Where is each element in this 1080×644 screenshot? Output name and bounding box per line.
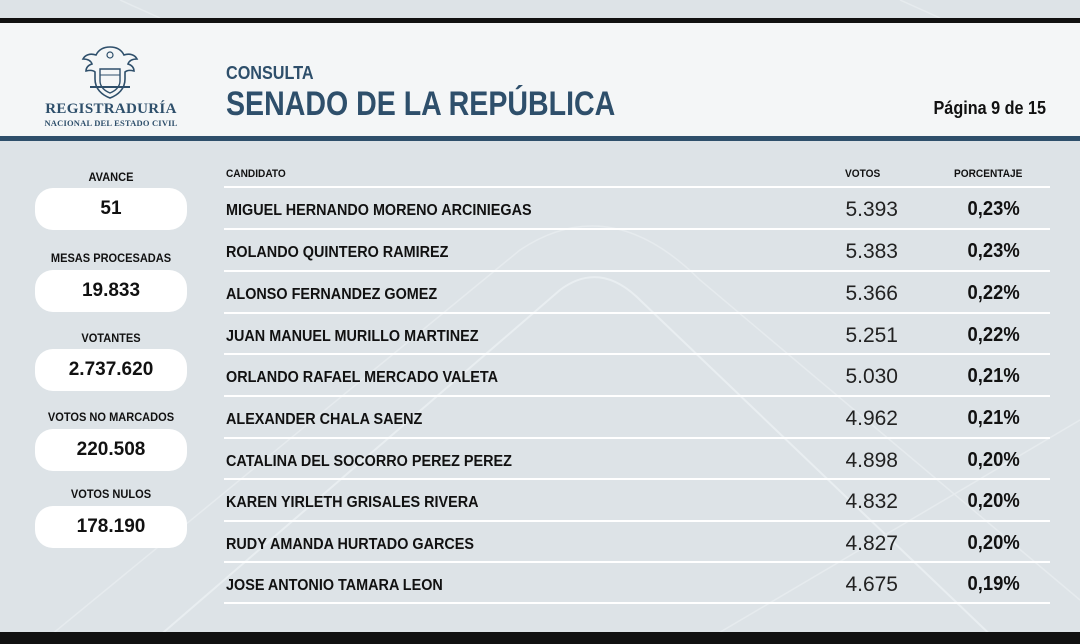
registraduria-logo: REGISTRADURÍA NACIONAL DEL ESTADO CIVIL — [40, 43, 190, 128]
header-divider — [0, 136, 1080, 141]
table-row: CATALINA DEL SOCORRO PEREZ PEREZ 4.898 0… — [224, 437, 1050, 478]
coat-of-arms-icon — [81, 46, 139, 99]
candidate-votes: 4.675 — [845, 573, 898, 596]
stat-label-no-marcados: VOTOS NO MARCADOS — [47, 410, 175, 424]
candidate-votes: 4.827 — [845, 532, 898, 555]
candidate-votes: 4.898 — [845, 449, 898, 472]
candidate-percentage: 0,20% — [967, 490, 1020, 512]
table-row: MIGUEL HERNANDO MORENO ARCINIEGAS 5.393 … — [224, 186, 1050, 227]
table-row: ALONSO FERNANDEZ GOMEZ 5.366 0,22% — [224, 270, 1050, 311]
stat-value-nulos: 178.190 — [35, 506, 187, 548]
candidate-name: ALONSO FERNANDEZ GOMEZ — [226, 286, 438, 303]
stat-value-votantes: 2.737.620 — [35, 349, 187, 391]
stat-value-avance: 51 — [35, 188, 187, 230]
table-row: ALEXANDER CHALA SAENZ 4.962 0,21% — [224, 395, 1050, 436]
table-row: JOSE ANTONIO TAMARA LEON 4.675 0,19% — [224, 561, 1050, 602]
candidate-name: JOSE ANTONIO TAMARA LEON — [226, 577, 443, 594]
candidate-name: CATALINA DEL SOCORRO PEREZ PEREZ — [226, 453, 512, 470]
bottom-border — [0, 632, 1080, 644]
table-row: ROLANDO QUINTERO RAMIREZ 5.383 0,23% — [224, 228, 1050, 269]
candidate-votes: 5.383 — [845, 240, 898, 263]
candidate-name: KAREN YIRLETH GRISALES RIVERA — [226, 494, 479, 511]
candidate-percentage: 0,19% — [967, 573, 1020, 595]
candidate-percentage: 0,21% — [967, 365, 1020, 387]
column-header-votes: VOTOS — [845, 168, 881, 180]
stat-label-votantes: VOTANTES — [81, 331, 141, 345]
candidate-votes: 5.251 — [845, 324, 898, 347]
candidate-name: RUDY AMANDA HURTADO GARCES — [226, 536, 475, 553]
candidate-percentage: 0,22% — [967, 282, 1020, 304]
candidate-votes: 5.393 — [845, 198, 898, 221]
logo-name: REGISTRADURÍA — [45, 101, 177, 117]
table-row: JUAN MANUEL MURILLO MARTINEZ 5.251 0,22% — [224, 312, 1050, 353]
page-title: SENADO DE LA REPÚBLICA — [226, 85, 616, 123]
column-header-candidate: CANDIDATO — [226, 168, 286, 180]
logo-subtitle: NACIONAL DEL ESTADO CIVIL — [44, 118, 178, 128]
table-row: KAREN YIRLETH GRISALES RIVERA 4.832 0,20… — [224, 478, 1050, 519]
candidate-votes: 5.030 — [845, 365, 898, 388]
candidate-votes: 4.832 — [845, 490, 898, 513]
stat-value-mesas: 19.833 — [35, 270, 187, 312]
candidate-percentage: 0,22% — [967, 324, 1020, 346]
stat-label-nulos: VOTOS NULOS — [70, 487, 152, 501]
table-row: RUDY AMANDA HURTADO GARCES 4.827 0,20% — [224, 520, 1050, 561]
candidate-name: ALEXANDER CHALA SAENZ — [226, 411, 423, 428]
header: REGISTRADURÍA NACIONAL DEL ESTADO CIVIL … — [0, 23, 1080, 136]
candidate-name: ORLANDO RAFAEL MERCADO VALETA — [226, 369, 498, 386]
table-bottom-rule — [224, 602, 1050, 604]
candidate-percentage: 0,23% — [967, 240, 1020, 262]
top-border — [0, 18, 1080, 23]
page-indicator: Página 9 de 15 — [933, 98, 1046, 118]
stat-label-avance: AVANCE — [88, 170, 134, 184]
table-row: ORLANDO RAFAEL MERCADO VALETA 5.030 0,21… — [224, 353, 1050, 394]
stat-value-no-marcados: 220.508 — [35, 429, 187, 471]
candidate-percentage: 0,21% — [967, 407, 1020, 429]
candidate-name: JUAN MANUEL MURILLO MARTINEZ — [226, 328, 479, 345]
column-header-percentage: PORCENTAJE — [954, 168, 1023, 180]
page-subtitle: CONSULTA — [226, 63, 314, 83]
candidate-votes: 5.366 — [845, 282, 898, 305]
candidate-percentage: 0,20% — [967, 532, 1020, 554]
candidate-votes: 4.962 — [845, 407, 898, 430]
candidate-percentage: 0,23% — [967, 198, 1020, 220]
candidate-percentage: 0,20% — [967, 449, 1020, 471]
stat-label-mesas: MESAS PROCESADAS — [50, 251, 172, 265]
candidate-name: MIGUEL HERNANDO MORENO ARCINIEGAS — [226, 202, 532, 219]
candidate-name: ROLANDO QUINTERO RAMIREZ — [226, 244, 449, 261]
